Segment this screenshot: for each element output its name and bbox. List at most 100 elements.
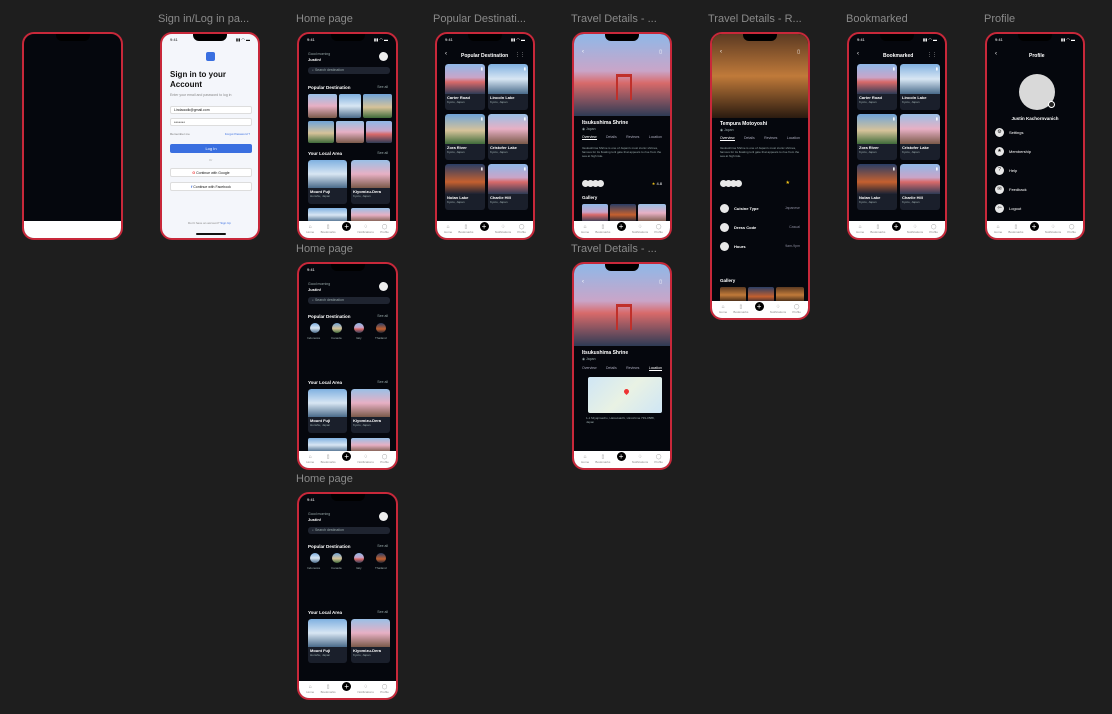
bookmark-icon[interactable]: ▯ — [659, 279, 662, 285]
bookmark-icon[interactable]: ▮ — [892, 166, 895, 171]
tab-notifications[interactable]: ♢ Notifications — [907, 225, 923, 235]
destination-card[interactable]: ▮ Cristofer Lake Kyoto, Japan — [488, 114, 528, 160]
see-all-popular[interactable]: See all — [377, 85, 388, 89]
add-button[interactable]: + — [754, 301, 764, 311]
tab-home[interactable]: ⌂ Home — [444, 225, 452, 235]
bookmark-icon[interactable]: ▮ — [480, 66, 483, 71]
search-input[interactable]: ⌕ Search destination — [308, 67, 390, 74]
popular-thumb[interactable] — [336, 121, 364, 143]
tab-home[interactable]: ⌂ Home — [856, 225, 864, 235]
local-thumb[interactable] — [351, 208, 390, 222]
tab-bookmarks[interactable]: ▯ Bookmarks — [595, 455, 610, 465]
tab-notifications[interactable]: ♢ Notifications — [358, 455, 374, 465]
tab-notifications[interactable]: ♢ Notifications — [1045, 225, 1061, 235]
remember-checkbox[interactable]: Remember me — [170, 132, 190, 136]
popular-thumb[interactable] — [308, 94, 337, 118]
profile-avatar[interactable] — [1019, 74, 1055, 110]
popular-thumb[interactable] — [366, 121, 392, 143]
add-button[interactable]: + — [616, 451, 626, 461]
tab-reviews[interactable]: Reviews — [626, 366, 640, 370]
tab-profile[interactable]: ◯ Profile — [929, 225, 938, 235]
bookmark-icon[interactable]: ▮ — [892, 116, 895, 121]
tab-details[interactable]: Details — [744, 136, 755, 140]
country-flag[interactable] — [376, 553, 386, 563]
see-all-popular[interactable]: See all — [377, 314, 388, 318]
tab-profile[interactable]: ◯ Profile — [1067, 225, 1076, 235]
menu-item-membership[interactable]: Membership — [1009, 149, 1032, 154]
country-flag[interactable] — [332, 323, 342, 333]
local-thumb[interactable] — [308, 438, 347, 452]
tab-reviews[interactable]: Reviews — [626, 135, 640, 139]
camera-icon[interactable] — [1048, 101, 1055, 108]
destination-card[interactable]: ▮ Cristofer Lake Kyoto, Japan — [900, 114, 940, 160]
tab-details[interactable]: Details — [606, 135, 617, 139]
destination-card[interactable]: ▮ Zora River Kyoto, Japan — [445, 114, 485, 160]
tab-home[interactable]: ⌂ Home — [581, 455, 589, 465]
see-all-local[interactable]: See all — [377, 151, 388, 155]
avatar[interactable] — [379, 52, 388, 61]
tab-notifications[interactable]: ♢ Notifications — [495, 225, 511, 235]
local-thumb[interactable] — [351, 438, 390, 452]
bookmark-icon[interactable]: ▮ — [480, 166, 483, 171]
tab-home[interactable]: ⌂ Home — [994, 225, 1002, 235]
gallery-thumb[interactable] — [610, 204, 636, 222]
tab-location[interactable]: Location — [786, 136, 800, 140]
country-flag[interactable] — [354, 553, 364, 563]
destination-card[interactable]: ▮ Charlie Hill Kyoto, Japan — [488, 164, 528, 210]
menu-item-settings[interactable]: Settings — [1009, 130, 1024, 135]
destination-card[interactable]: ▮ Lincoln Lake Kyoto, Japan — [488, 64, 528, 110]
tab-notifications[interactable]: ♢ Notifications — [770, 305, 786, 315]
popular-thumb[interactable] — [339, 94, 361, 118]
bookmark-icon[interactable]: ▯ — [797, 49, 800, 55]
password-field[interactable]: ******* — [170, 118, 252, 126]
search-input[interactable]: ⌕ Search destination — [308, 527, 390, 534]
destination-card[interactable]: ▮ Zora River Kyoto, Japan — [857, 114, 897, 160]
see-all-local[interactable]: See all — [377, 380, 388, 384]
filter-icon[interactable]: ⋮⋮ — [927, 52, 937, 58]
tab-bookmarks[interactable]: ▯ Bookmarks — [321, 685, 336, 695]
tab-overview[interactable]: Overview — [720, 136, 735, 141]
tab-profile[interactable]: ◯ Profile — [517, 225, 526, 235]
tab-bookmarks[interactable]: ▯ Bookmarks — [321, 455, 336, 465]
forgot-password-link[interactable]: Forgot Password ? — [224, 132, 250, 136]
local-card[interactable]: Mount Fuji Honshu, Japan — [308, 160, 347, 204]
gallery-thumb[interactable] — [720, 287, 746, 303]
tab-overview[interactable]: Overview — [582, 366, 597, 370]
bookmark-icon[interactable]: ▮ — [935, 166, 938, 171]
bookmark-icon[interactable]: ▮ — [892, 66, 895, 71]
tab-bookmarks[interactable]: ▯ Bookmarks — [595, 225, 610, 235]
see-all-local[interactable]: See all — [377, 610, 388, 614]
facebook-button[interactable]: f Continue with Facebook — [170, 182, 252, 191]
local-card[interactable]: Mount Fuji Honshu, Japan — [308, 619, 347, 663]
tab-home[interactable]: ⌂ Home — [306, 455, 314, 465]
country-flag[interactable] — [332, 553, 342, 563]
see-all-popular[interactable]: See all — [377, 544, 388, 548]
gallery-thumb[interactable] — [638, 204, 666, 222]
tab-home[interactable]: ⌂ Home — [306, 685, 314, 695]
tab-profile[interactable]: ◯ Profile — [792, 305, 801, 315]
menu-item-feedback[interactable]: Feedback — [1009, 187, 1027, 192]
tab-bookmarks[interactable]: ▯ Bookmarks — [458, 225, 473, 235]
add-button[interactable]: + — [616, 221, 626, 231]
menu-item-help[interactable]: Help — [1009, 168, 1018, 173]
menu-item-logout[interactable]: Logout — [1009, 206, 1022, 211]
local-thumb[interactable] — [308, 208, 347, 222]
back-arrow-icon[interactable]: ‹ — [995, 51, 997, 57]
local-card[interactable]: Kiyomizu-Dera Kyoto, Japan — [351, 619, 390, 663]
tab-details[interactable]: Details — [606, 366, 617, 370]
back-arrow-icon[interactable]: ‹ — [857, 51, 859, 57]
destination-card[interactable]: ▮ Carter Road Kyoto, Japan — [857, 64, 897, 110]
bookmark-icon[interactable]: ▮ — [935, 116, 938, 121]
location-map[interactable] — [588, 377, 662, 413]
destination-card[interactable]: ▮ Nolan Lake Kyoto, Japan — [445, 164, 485, 210]
bookmark-icon[interactable]: ▮ — [523, 66, 526, 71]
tab-notifications[interactable]: ♢ Notifications — [632, 455, 648, 465]
bookmark-icon[interactable]: ▮ — [523, 166, 526, 171]
login-button[interactable]: Log In — [170, 144, 252, 153]
bookmark-icon[interactable]: ▮ — [935, 66, 938, 71]
avatar[interactable] — [379, 282, 388, 291]
add-button[interactable]: + — [1029, 221, 1039, 231]
gallery-thumb[interactable] — [776, 287, 804, 303]
tab-home[interactable]: ⌂ Home — [306, 225, 314, 235]
tab-reviews[interactable]: Reviews — [764, 136, 778, 140]
